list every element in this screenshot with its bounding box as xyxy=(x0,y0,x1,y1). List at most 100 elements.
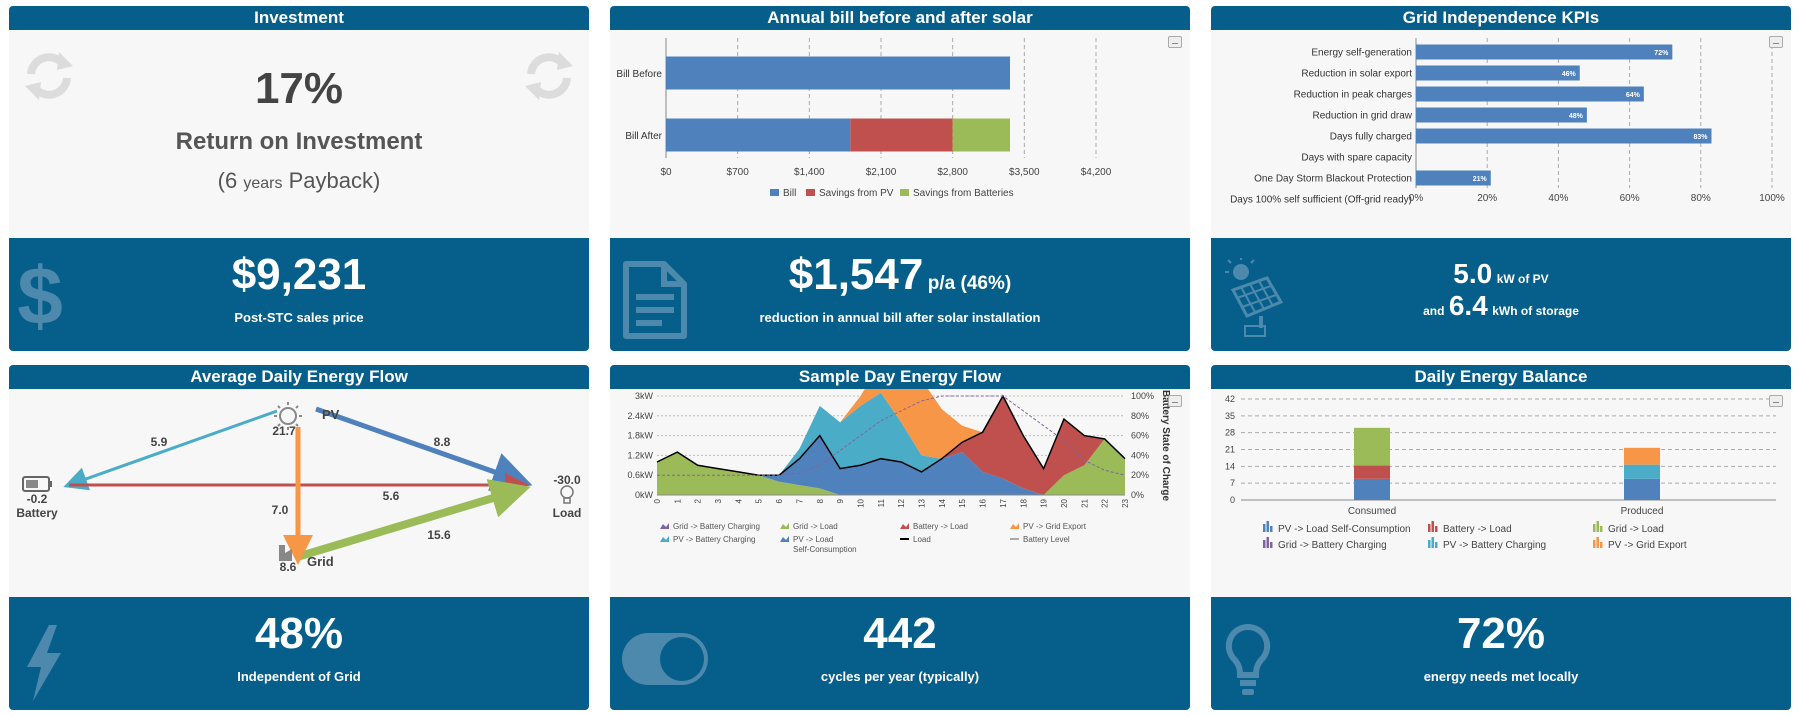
data-label: 64% xyxy=(1626,92,1641,99)
category-label: Days fully charged xyxy=(1330,132,1412,143)
kpi-bar xyxy=(1416,128,1712,144)
price-value: $9,231 xyxy=(231,250,367,299)
download-icon[interactable] xyxy=(1168,395,1182,407)
roi-label: Return on Investment xyxy=(175,128,423,155)
legend-label[interactable]: Bill xyxy=(783,188,796,199)
kpi-footer: 5.0 kW of PV and 6.4 kWh of storage xyxy=(1211,238,1791,351)
legend-label[interactable]: Savings from Batteries xyxy=(913,188,1014,199)
x-tick-label: $2,100 xyxy=(866,167,897,178)
x-tick-label: $4,200 xyxy=(1081,167,1112,178)
legend-label[interactable]: PV -> Battery Charging xyxy=(1443,540,1546,551)
legend-label[interactable]: PV -> Load Self-Consumption xyxy=(793,535,857,554)
bar-segment xyxy=(666,118,851,152)
pv-value: 21.7 xyxy=(272,424,296,438)
x-tick-label: 10 xyxy=(856,498,865,507)
legend-label[interactable]: Load xyxy=(913,535,931,544)
area-series xyxy=(657,392,1125,495)
cycles-label: cycles per year (typically) xyxy=(820,669,980,684)
legend-swatch xyxy=(1435,526,1438,532)
sun-icon xyxy=(274,402,302,430)
x-tick-label: 23 xyxy=(1121,498,1130,507)
legend-swatch xyxy=(900,523,909,529)
sample-chart: 0kW 0.6kW 1.2kW 1.8kW 2.4kW 3kW 0% 20% 40% 60% 80%… xyxy=(627,365,1171,554)
toggle-icon xyxy=(622,633,708,685)
legend-label[interactable]: Savings from PV xyxy=(819,188,894,199)
x-tick-label: $700 xyxy=(727,167,750,178)
x-tick-label: 17 xyxy=(999,498,1008,507)
y-tick-label: 1.8kW xyxy=(627,431,653,441)
category-label: Energy self-generation xyxy=(1311,48,1412,59)
y-tick-label: 21 xyxy=(1225,445,1235,455)
y-tick-label: 1.2kW xyxy=(627,450,653,460)
category-label: Days with spare capacity xyxy=(1301,153,1412,164)
y2-tick-label: 40% xyxy=(1131,450,1149,460)
legend-swatch xyxy=(1263,540,1266,548)
price-label: Post-STC sales price xyxy=(234,310,364,325)
x-tick-label: 16 xyxy=(979,498,988,507)
bar-segment xyxy=(1354,465,1390,479)
sample-footer: 442 cycles per year (typically) xyxy=(610,597,1190,710)
balance-body: 0 7 14 21 28 35 42 Consumed Produced PV -> Load S… xyxy=(1211,389,1791,597)
legend-label[interactable]: PV -> Grid Export xyxy=(1608,540,1687,551)
y2-tick-label: 60% xyxy=(1131,431,1149,441)
sample-title: Sample Day Energy Flow xyxy=(610,365,1190,389)
x-tick-label: $3,500 xyxy=(1009,167,1040,178)
edge-pv-battery-label: 5.9 xyxy=(151,435,168,449)
bill-unit: p/a (46%) xyxy=(927,273,1012,294)
area-series xyxy=(657,392,1125,495)
bar-segment xyxy=(1624,447,1660,465)
legend-swatch xyxy=(1010,523,1019,529)
area-series xyxy=(657,435,1125,495)
x-tick-label: 18 xyxy=(1019,498,1028,507)
kpi-bar xyxy=(1416,170,1491,186)
x-tick-label: 13 xyxy=(918,498,927,507)
legend-label[interactable]: Grid -> Load xyxy=(1608,524,1664,535)
legend-label[interactable]: Grid -> Load xyxy=(793,522,838,531)
y-tick-label: 0.6kW xyxy=(627,470,653,480)
legend-label[interactable]: PV -> Grid Export xyxy=(1023,522,1087,531)
payback-text: (6 years Payback) xyxy=(9,168,589,194)
y2-tick-label: 20% xyxy=(1131,470,1149,480)
data-label: 48% xyxy=(1569,113,1584,120)
download-icon[interactable] xyxy=(1769,395,1783,407)
legend-label[interactable]: Grid -> Battery Charging xyxy=(673,522,760,531)
balance-panel: Daily Energy Balance 0 7 14 21 28 35 42 Consume… xyxy=(1211,365,1791,710)
bill-panel: Annual bill before and after solar $0 $70… xyxy=(610,6,1190,351)
kpi-title: Grid Independence KPIs xyxy=(1211,6,1791,30)
legend-label[interactable]: PV -> Battery Charging xyxy=(673,535,755,544)
sample-body: 0kW 0.6kW 1.2kW 1.8kW 2.4kW 3kW 0% 20% 40% 60% 80%… xyxy=(610,365,1190,597)
sample-panel: Sample Day Energy Flow 0kW 0.6kW 1.2kW 1.8k… xyxy=(610,365,1190,710)
legend-label[interactable]: Battery -> Load xyxy=(913,522,968,531)
legend-label[interactable]: Battery Level xyxy=(1023,535,1070,544)
local-label: energy needs met locally xyxy=(1423,669,1579,684)
legend-label[interactable]: Battery -> Load xyxy=(1443,524,1512,535)
bar-segment xyxy=(666,56,1010,90)
bar-segment xyxy=(952,118,1010,152)
x-tick-label: $2,800 xyxy=(937,167,968,178)
investment-panel: Investment 17% Return on Investment (6 y… xyxy=(9,6,589,351)
legend-label[interactable]: PV -> Load Self-Consumption xyxy=(1278,524,1411,535)
lightbulb-icon xyxy=(1225,623,1271,695)
kpi-bar xyxy=(1416,44,1673,60)
refresh-icon xyxy=(25,52,73,100)
y-tick-label: 28 xyxy=(1225,428,1235,438)
roi-value: 17% xyxy=(254,64,344,113)
download-icon[interactable] xyxy=(1769,36,1783,48)
legend-swatch xyxy=(1270,526,1273,532)
category-label: Reduction in solar export xyxy=(1301,69,1412,80)
legend-label[interactable]: Grid -> Battery Charging xyxy=(1278,540,1387,551)
grid-value: 8.6 xyxy=(280,560,297,574)
data-label: 72% xyxy=(1654,50,1669,57)
grid-label: Grid xyxy=(307,554,334,569)
battery-label: Battery xyxy=(16,506,58,520)
download-icon[interactable] xyxy=(1168,36,1182,48)
x-tick-label: 11 xyxy=(877,498,886,507)
x-tick-label: 15 xyxy=(958,498,967,507)
edge-pv-load-label: 8.8 xyxy=(434,435,451,449)
category-label: Days 100% self sufficient (Off-grid read… xyxy=(1230,195,1412,206)
bar-segment xyxy=(1624,464,1660,479)
legend-swatch xyxy=(1263,524,1266,532)
category-label: One Day Storm Blackout Protection xyxy=(1254,174,1412,185)
balance-title: Daily Energy Balance xyxy=(1211,365,1791,389)
kpi-chart: 0% 20% 40% 60% 80% 100% Energy self-generation… xyxy=(1230,38,1785,206)
